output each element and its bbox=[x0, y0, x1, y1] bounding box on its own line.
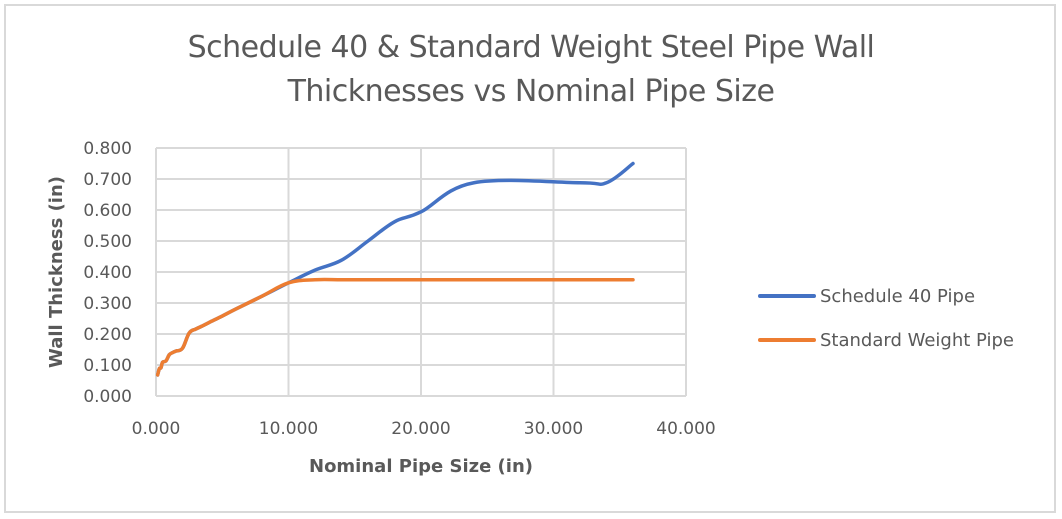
y-tick-label: 0.800 bbox=[83, 139, 132, 159]
legend-item-standard-weight[interactable]: Standard Weight Pipe bbox=[758, 324, 1014, 356]
y-tick-label: 0.100 bbox=[83, 356, 132, 376]
legend-item-schedule-40[interactable]: Schedule 40 Pipe bbox=[758, 280, 1014, 312]
y-tick-label: 0.400 bbox=[83, 263, 132, 283]
y-tick-label: 0.600 bbox=[83, 201, 132, 221]
x-tick-label: 0.000 bbox=[132, 419, 181, 439]
y-tick-label: 0.300 bbox=[83, 294, 132, 314]
y-axis-title: Wall Thickness (in) bbox=[46, 176, 67, 368]
x-tick-label: 30.000 bbox=[524, 419, 583, 439]
x-tick-label: 20.000 bbox=[391, 419, 450, 439]
chart-title: Schedule 40 & Standard Weight Steel Pipe… bbox=[0, 26, 1062, 114]
legend-label: Standard Weight Pipe bbox=[820, 329, 1015, 351]
legend-line-icon bbox=[758, 338, 816, 342]
x-axis-ticks: 0.000 10.000 20.000 30.000 40.000 bbox=[132, 419, 716, 439]
gridlines bbox=[155, 147, 687, 397]
chart-frame bbox=[4, 4, 1056, 513]
chart-title-line-2: Thicknesses vs Nominal Pipe Size bbox=[287, 74, 775, 109]
x-axis-title: Nominal Pipe Size (in) bbox=[309, 456, 533, 477]
y-tick-label: 0.500 bbox=[83, 232, 132, 252]
chart-title-line-1: Schedule 40 & Standard Weight Steel Pipe… bbox=[187, 30, 875, 65]
x-tick-label: 10.000 bbox=[259, 419, 318, 439]
data-series bbox=[155, 161, 635, 377]
y-tick-label: 0.000 bbox=[83, 387, 132, 407]
y-tick-label: 0.200 bbox=[83, 325, 132, 345]
x-tick-label: 40.000 bbox=[656, 419, 715, 439]
series-line-0[interactable] bbox=[155, 161, 635, 377]
series-line-1[interactable] bbox=[155, 277, 635, 377]
y-tick-label: 0.700 bbox=[83, 170, 132, 190]
legend: Schedule 40 Pipe Standard Weight Pipe bbox=[758, 280, 1014, 368]
legend-line-icon bbox=[758, 294, 816, 298]
y-axis-ticks: 0.000 0.100 0.200 0.300 0.400 0.500 0.600 0.700… bbox=[83, 139, 132, 407]
legend-label: Schedule 40 Pipe bbox=[820, 285, 976, 307]
